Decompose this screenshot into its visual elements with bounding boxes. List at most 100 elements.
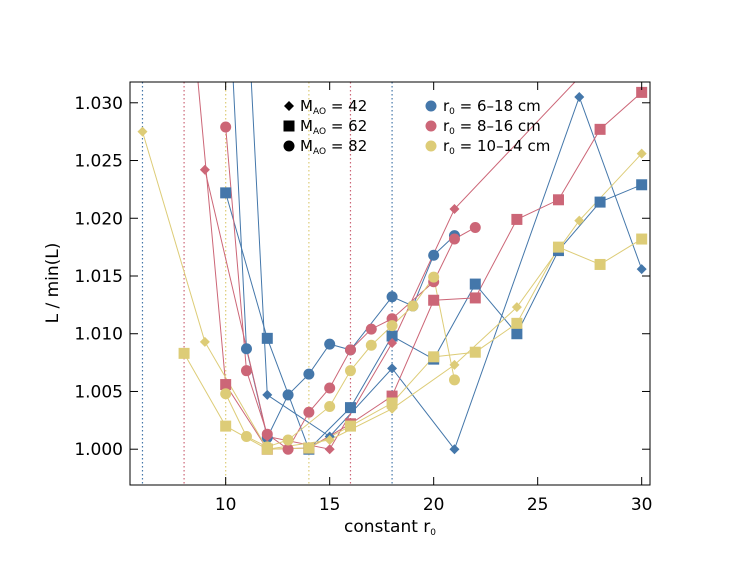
square-marker <box>428 294 440 306</box>
circle-marker <box>220 388 232 400</box>
circle-marker <box>303 368 315 380</box>
x-tick-label: 25 <box>527 495 549 515</box>
circle-marker <box>220 121 232 133</box>
y-tick-label: 1.005 <box>74 382 123 402</box>
legend-symbol: r <box>443 97 450 115</box>
diamond-marker <box>199 164 210 175</box>
square-marker <box>386 390 398 402</box>
circle-marker <box>386 291 398 303</box>
legend-symbol: M <box>300 117 313 135</box>
diamond-marker <box>137 126 148 137</box>
diamond-marker <box>574 92 585 103</box>
square-marker <box>594 123 606 135</box>
x-tick-label: 20 <box>423 495 445 515</box>
legend-symbol: M <box>300 137 313 155</box>
circle-marker <box>407 300 419 312</box>
series-line <box>225 275 455 448</box>
legend-label: = 82 <box>326 137 367 155</box>
diamond-marker <box>449 444 460 455</box>
legend-label: MAO = 62 <box>300 117 367 137</box>
square-marker <box>594 258 606 270</box>
legend-swatch <box>425 120 437 132</box>
legend-label: = 42 <box>326 97 367 115</box>
square-marker <box>469 278 481 290</box>
circle-marker <box>324 338 336 350</box>
square-marker <box>636 233 648 245</box>
square-marker <box>594 196 606 208</box>
y-tick-label: 1.015 <box>74 267 123 287</box>
series-line <box>250 82 643 451</box>
legend-swatch <box>425 140 437 152</box>
square-marker <box>469 292 481 304</box>
circle-marker <box>324 400 336 412</box>
circle-marker <box>303 406 315 418</box>
legend-label: r0 = 10–14 cm <box>443 137 550 157</box>
x-tick-label: 10 <box>215 495 237 515</box>
square-marker <box>344 420 356 432</box>
diamond-marker <box>449 359 460 370</box>
circle-marker <box>448 233 460 245</box>
square-marker <box>344 402 356 414</box>
legend-subscript: AO <box>313 107 326 117</box>
axes-frame <box>129 81 651 486</box>
square-marker <box>511 213 523 225</box>
diamond-marker <box>511 302 522 313</box>
series-line <box>204 82 576 450</box>
circle-marker <box>344 344 356 356</box>
y-tick-label: 1.000 <box>74 440 123 460</box>
legend-label: = 62 <box>326 117 367 135</box>
legend-swatch <box>425 100 437 112</box>
legend-symbol: r <box>443 137 450 155</box>
diamond-marker <box>199 336 210 347</box>
legend-symbol: r <box>443 117 450 135</box>
x-tick-label: 30 <box>631 495 653 515</box>
circle-marker <box>386 320 398 332</box>
square-marker <box>636 179 648 191</box>
square-marker <box>428 351 440 363</box>
legend-label: = 6–18 cm <box>455 97 541 115</box>
square-marker <box>552 241 564 253</box>
legend-label: = 8–16 cm <box>455 117 541 135</box>
legend-marker <box>283 140 295 152</box>
diamond-marker <box>324 444 335 455</box>
legend-symbol: M <box>300 97 313 115</box>
square-marker <box>386 330 398 342</box>
legend-label: r0 = 8–16 cm <box>443 117 541 137</box>
square-marker <box>511 328 523 340</box>
square-marker <box>303 442 315 454</box>
legend-label: MAO = 82 <box>300 137 367 157</box>
x-axis-label: constant r0 <box>344 517 436 538</box>
circle-marker <box>428 249 440 261</box>
square-marker <box>552 194 564 206</box>
diamond-marker <box>595 50 605 60</box>
diamond-marker <box>387 337 398 348</box>
y-tick-label: 1.025 <box>74 152 123 172</box>
x-label-subscript: 0 <box>430 528 436 538</box>
circle-marker <box>469 221 481 233</box>
square-marker <box>178 347 190 359</box>
series-line <box>183 238 642 450</box>
diamond-marker <box>262 389 273 400</box>
legend-label: MAO = 42 <box>300 97 367 117</box>
circle-marker <box>344 365 356 377</box>
legend-label: = 10–14 cm <box>455 137 550 155</box>
circle-marker <box>365 339 377 351</box>
circle-marker <box>240 431 252 443</box>
y-tick-label: 1.030 <box>74 94 123 114</box>
series-line <box>197 82 643 450</box>
square-marker <box>261 332 273 344</box>
legend-label: r0 = 6–18 cm <box>443 97 541 117</box>
square-marker <box>220 187 232 199</box>
circle-marker <box>282 434 294 446</box>
legend-subscript: 0 <box>449 127 455 137</box>
diamond-marker <box>449 204 460 215</box>
circle-marker <box>324 382 336 394</box>
legend-subscript: 0 <box>449 147 455 157</box>
circle-marker <box>282 443 294 455</box>
circle-marker <box>240 365 252 377</box>
plot-area <box>137 50 648 485</box>
circle-marker <box>240 343 252 355</box>
circle-marker <box>282 389 294 401</box>
square-marker <box>511 317 523 329</box>
